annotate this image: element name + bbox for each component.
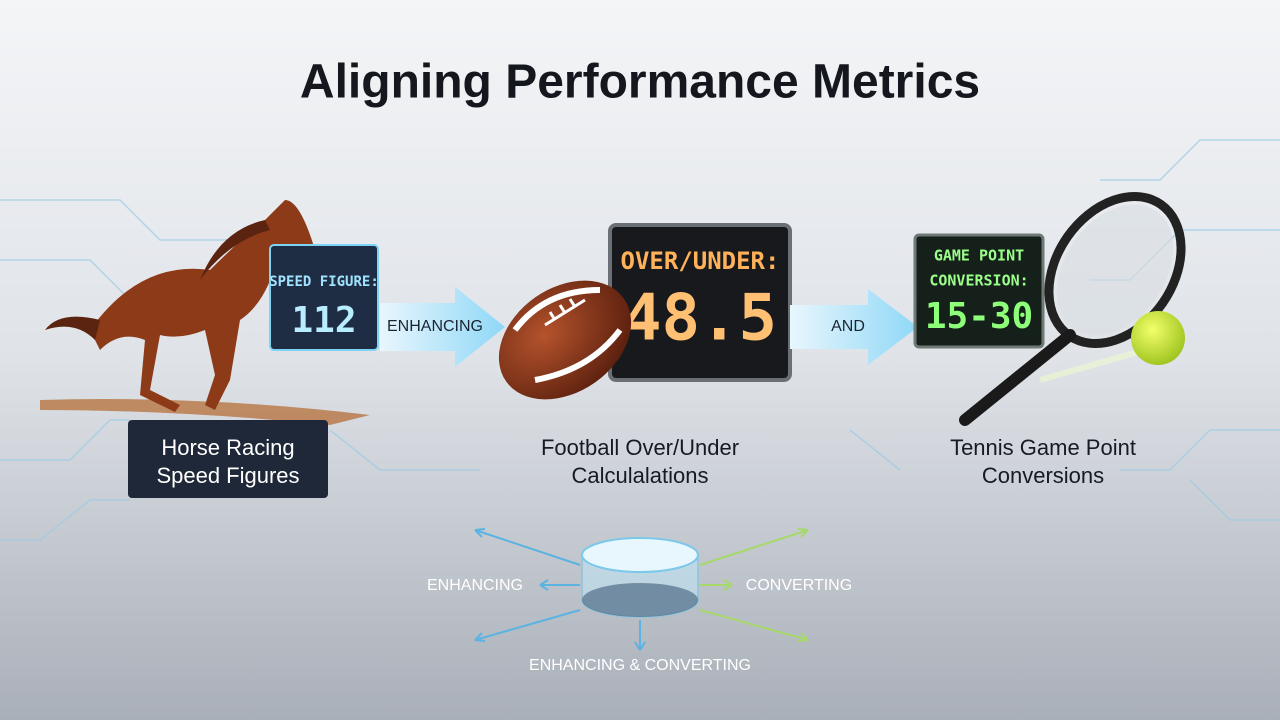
arrow	[790, 289, 918, 365]
panel-label: Tennis Game Point	[950, 435, 1136, 460]
board-value: 112	[291, 300, 356, 341]
game-point-board	[913, 233, 1045, 349]
label-box	[128, 420, 328, 498]
tennis-racket	[959, 192, 1186, 426]
connector-label: ENHANCING	[387, 318, 483, 335]
panel-label: Football Over/Under	[541, 435, 739, 460]
board-title: OVER/UNDER:	[621, 247, 780, 275]
board-value: 15-30	[925, 296, 1033, 337]
tennis-ball	[1131, 311, 1185, 365]
board-title: GAME POINT	[934, 247, 1024, 265]
hub-cylinder	[581, 537, 699, 618]
panel-label: Speed Figures	[156, 463, 299, 488]
horse-illustration	[40, 200, 370, 425]
arrow	[380, 287, 505, 367]
connector-label: AND	[831, 318, 865, 335]
hub-arrows	[474, 528, 809, 651]
hub-label: ENHANCING & CONVERTING	[529, 657, 751, 674]
hub-label: CONVERTING	[746, 577, 852, 594]
board-title: CONVERSION:	[929, 272, 1028, 290]
title: Aligning Performance Metrics	[300, 56, 980, 109]
speed-board	[269, 244, 379, 351]
panel-label: Conversions	[982, 463, 1104, 488]
panel-label: Horse Racing	[161, 435, 294, 460]
panel-label: Calculalations	[572, 463, 709, 488]
board-value: 48.5	[623, 282, 777, 356]
hub-label: ENHANCING	[427, 577, 523, 594]
football	[498, 280, 632, 400]
board-title: SPEED FIGURE:	[269, 274, 379, 290]
